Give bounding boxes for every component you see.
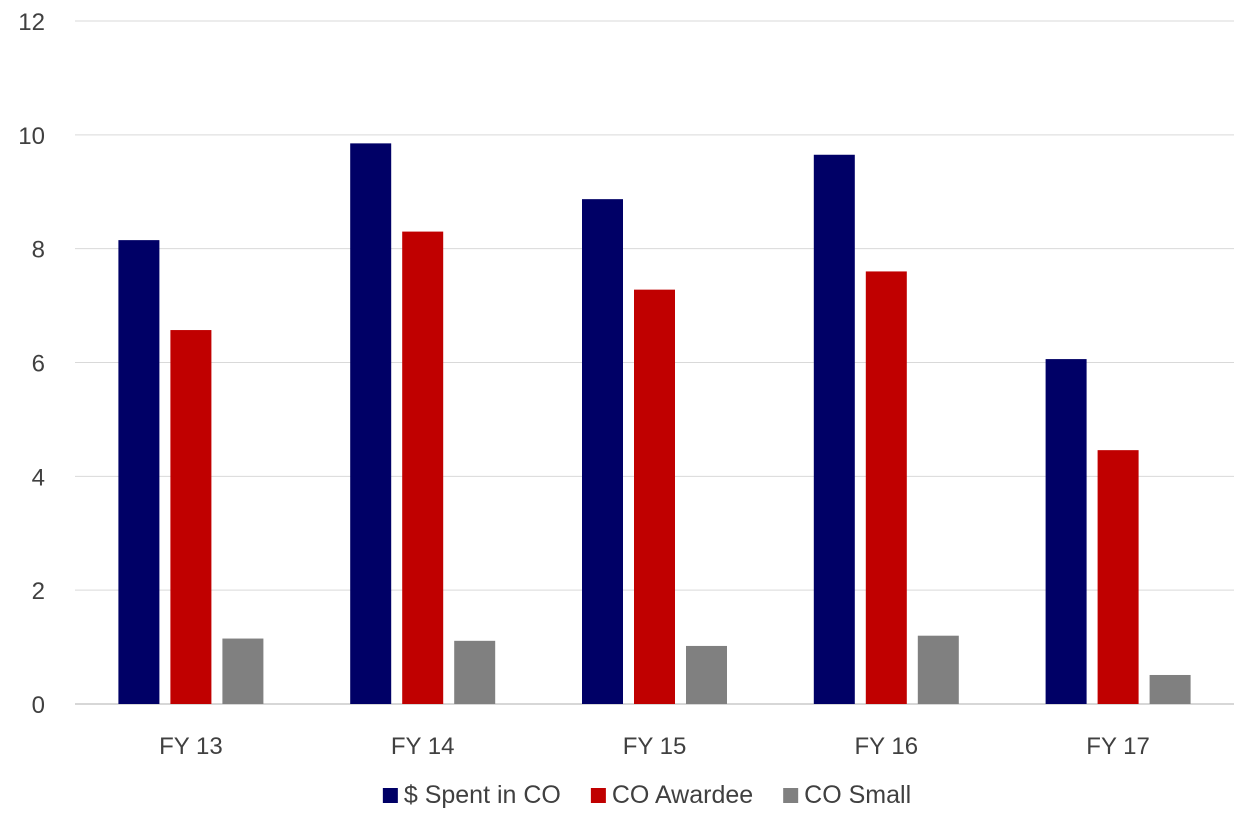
legend-swatch (382, 788, 398, 803)
legend-item: CO Small (783, 781, 911, 809)
bar-spent-in-co-fy-13 (118, 240, 160, 705)
bar-co-small-fy-15 (686, 645, 727, 704)
legend-label: CO Small (804, 781, 911, 809)
x-tick-label: FY 16 (854, 733, 918, 760)
legend-item: CO Awardee (590, 781, 753, 809)
bar-spent-in-co-fy-16 (813, 154, 855, 705)
y-tick-label: 8 (32, 237, 45, 264)
y-tick-label: 2 (32, 578, 45, 605)
x-tick-label: FY 14 (391, 733, 455, 760)
bar-co-awardee-fy-14 (402, 231, 444, 704)
legend-label: CO Awardee (612, 781, 753, 809)
bar-co-awardee-fy-15 (634, 289, 675, 704)
bar-spent-in-co-fy-15 (582, 199, 623, 704)
bar-co-small-fy-16 (917, 635, 959, 704)
legend: $ Spent in CO CO Awardee CO Small (382, 781, 911, 809)
bars (118, 143, 1191, 705)
bar-spent-in-co-fy-17 (1045, 359, 1087, 704)
legend-swatch (590, 788, 606, 803)
y-tick-label: 0 (32, 692, 45, 719)
x-tick-label: FY 15 (623, 733, 687, 760)
bar-co-small-fy-14 (454, 640, 496, 704)
legend-item: $ Spent in CO (382, 781, 561, 809)
y-tick-label: 4 (32, 464, 45, 491)
bar-co-small-fy-17 (1149, 674, 1191, 704)
y-axis-tick-labels: 0 2 4 6 8 10 12 (18, 9, 45, 719)
bar-co-awardee-fy-13 (170, 330, 212, 704)
bar-spent-in-co-fy-14 (350, 143, 392, 704)
y-tick-label: 6 (32, 351, 45, 378)
bar-co-small-fy-13 (222, 638, 264, 704)
y-tick-label: 10 (18, 123, 45, 150)
x-tick-label: FY 17 (1086, 733, 1150, 760)
legend-swatch (783, 788, 799, 803)
y-tick-label: 12 (18, 9, 45, 36)
x-tick-label: FY 13 (159, 733, 223, 760)
x-axis-tick-labels: FY 13 FY 14 FY 15 FY 16 FY 17 (159, 733, 1150, 760)
bar-co-awardee-fy-17 (1097, 450, 1139, 704)
legend-label: $ Spent in CO (404, 781, 561, 809)
bar-co-awardee-fy-16 (865, 271, 907, 704)
